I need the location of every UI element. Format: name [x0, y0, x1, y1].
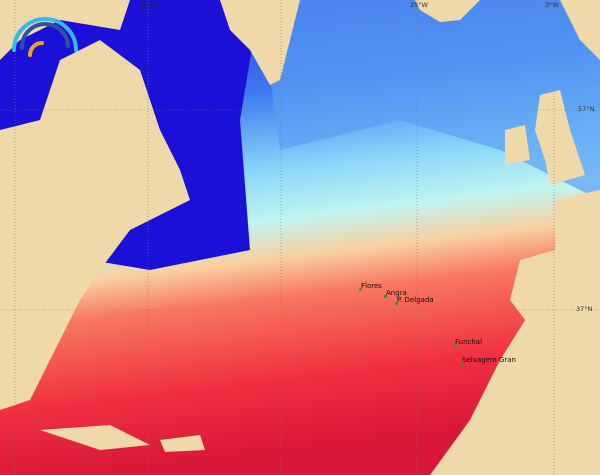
baffin: [0, 0, 130, 60]
logo: [12, 17, 78, 57]
hispaniola: [160, 435, 205, 452]
lat-label-57n: 57°N: [578, 105, 595, 113]
place-p-delgada[interactable]: P. Delgada: [397, 296, 434, 304]
cuba: [40, 425, 150, 450]
greenland: [220, 0, 300, 85]
lon-label-3w: 3°W: [545, 1, 559, 9]
north-america: [0, 40, 190, 410]
place-funchal[interactable]: Funchal: [455, 338, 483, 346]
place-marker: [384, 295, 387, 298]
ireland: [505, 125, 530, 165]
iceland: [415, 0, 480, 22]
place-marker: [359, 288, 362, 291]
place-angra[interactable]: Angra: [386, 289, 407, 297]
place-selvagem-gran[interactable]: Selvagem Gran: [462, 356, 516, 364]
lat-label-37n: 37°N: [576, 305, 593, 313]
europe: [430, 190, 600, 475]
place-marker: [461, 362, 464, 365]
britain: [535, 90, 585, 185]
place-flores[interactable]: Flores: [361, 282, 382, 290]
lon-label-63w: 63°W: [140, 1, 158, 9]
place-marker: [454, 344, 457, 347]
place-marker: [395, 302, 398, 305]
scandinavia: [560, 0, 600, 60]
lon-label-25w: 25°W: [410, 1, 428, 9]
